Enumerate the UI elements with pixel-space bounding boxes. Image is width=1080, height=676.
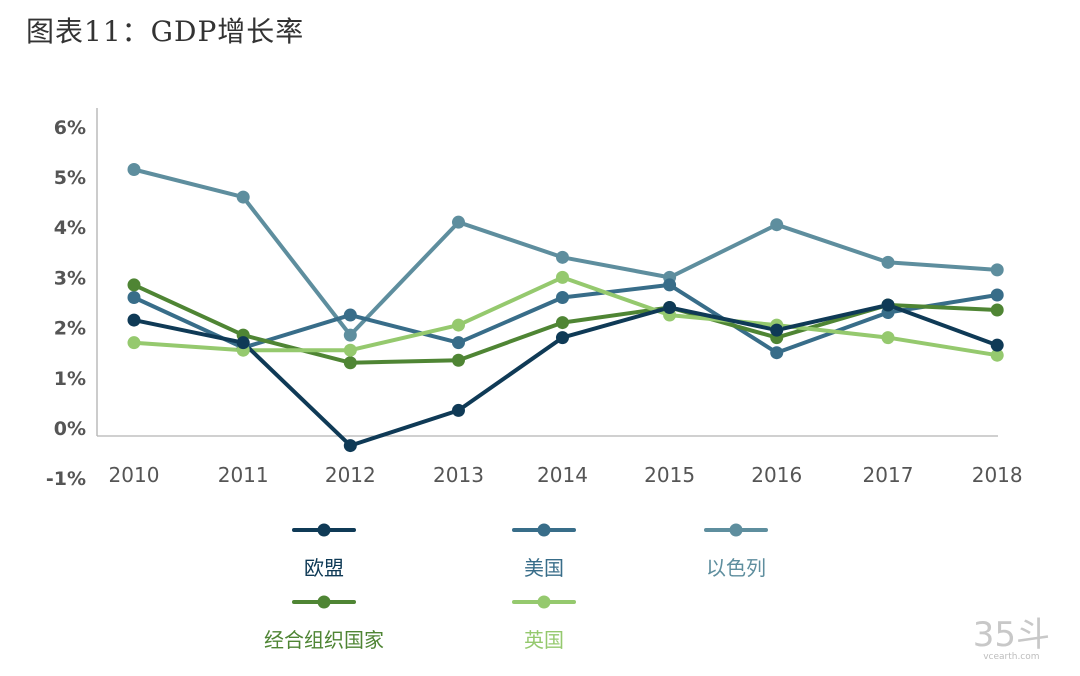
legend-label-oecd: 经合组织国家	[264, 628, 384, 652]
x-tick-label: 2017	[863, 463, 914, 487]
x-tick-labels: 2010 2011 2012 2013 2014 2015 2016 2017 2018	[109, 463, 1023, 487]
series-lines	[132, 167, 1000, 448]
data-point-israel	[990, 263, 1004, 277]
data-point-us	[343, 308, 357, 322]
x-tick-label: 2015	[644, 463, 695, 487]
page-title: 图表11：GDP增长率	[26, 15, 305, 48]
data-point-us	[555, 290, 569, 304]
y-tick-label: 2%	[54, 318, 86, 340]
chart-axes	[96, 108, 998, 437]
y-tick-label: -1%	[46, 468, 86, 490]
watermark: 35斗 vcearth.com	[973, 618, 1050, 662]
data-point-israel	[236, 190, 250, 204]
x-tick-label: 2012	[325, 463, 376, 487]
data-point-israel	[770, 218, 784, 232]
legend-marker	[537, 523, 551, 537]
data-point-uk	[451, 318, 465, 332]
legend-item-us[interactable]: 美国	[464, 522, 624, 581]
data-point-oecd	[555, 316, 569, 330]
x-tick-label: 2010	[109, 463, 160, 487]
series-points	[127, 162, 1004, 453]
legend-swatch-israel	[704, 523, 768, 537]
y-tick-label: 3%	[54, 267, 86, 289]
x-tick-label: 2011	[218, 463, 269, 487]
data-point-us	[990, 288, 1004, 302]
data-point-us	[127, 290, 141, 304]
data-point-eu	[881, 298, 895, 312]
data-point-eu	[343, 439, 357, 453]
watermark-url: vcearth.com	[983, 652, 1040, 662]
legend-marker	[317, 523, 331, 537]
data-point-oecd	[451, 353, 465, 367]
data-point-uk	[990, 348, 1004, 362]
data-point-israel	[881, 255, 895, 269]
data-point-eu	[236, 336, 250, 350]
legend-item-eu[interactable]: 欧盟	[244, 522, 404, 581]
legend-marker	[537, 595, 551, 609]
data-point-oecd	[343, 356, 357, 370]
legend-swatch-oecd	[292, 595, 356, 609]
y-tick-labels: 6% 5% 4% 3% 2% 1% 0% -1%	[46, 117, 86, 490]
data-point-eu	[451, 403, 465, 417]
legend-swatch-eu	[292, 523, 356, 537]
data-point-eu	[770, 323, 784, 337]
data-point-israel	[127, 162, 141, 176]
legend-swatch-uk	[512, 595, 576, 609]
legend-label-us: 美国	[524, 556, 564, 580]
data-point-israel	[451, 215, 465, 229]
watermark-logo: 35斗	[972, 615, 1050, 655]
x-tick-label: 2018	[972, 463, 1023, 487]
data-point-us	[770, 346, 784, 360]
data-point-israel	[555, 250, 569, 264]
y-tick-label: 1%	[54, 368, 86, 390]
data-point-israel	[343, 328, 357, 342]
legend-label-uk: 英国	[524, 628, 564, 652]
data-point-oecd	[127, 278, 141, 292]
x-tick-label: 2016	[751, 463, 802, 487]
legend-label-eu: 欧盟	[304, 556, 344, 580]
x-tick-label: 2013	[433, 463, 484, 487]
legend-marker	[317, 595, 331, 609]
y-tick-label: 0%	[54, 418, 86, 440]
data-point-eu	[127, 313, 141, 327]
y-tick-label: 5%	[54, 167, 86, 189]
legend-item-oecd[interactable]: 经合组织国家	[244, 594, 404, 653]
data-point-eu	[990, 338, 1004, 352]
legend-swatch-us	[512, 523, 576, 537]
data-point-eu	[663, 301, 677, 315]
data-point-uk	[343, 343, 357, 357]
data-point-us	[663, 278, 677, 292]
data-point-us	[451, 336, 465, 350]
data-point-uk	[555, 270, 569, 284]
data-point-eu	[555, 331, 569, 345]
legend-item-uk[interactable]: 英国	[464, 594, 624, 653]
data-point-uk	[881, 331, 895, 345]
legend-label-israel: 以色列	[706, 556, 766, 580]
x-tick-label: 2014	[537, 463, 588, 487]
y-tick-label: 6%	[54, 117, 86, 139]
legend-marker	[729, 523, 743, 537]
data-point-oecd	[990, 303, 1004, 317]
legend-item-israel[interactable]: 以色列	[656, 522, 816, 581]
y-tick-label: 4%	[54, 217, 86, 239]
data-point-uk	[127, 336, 141, 350]
